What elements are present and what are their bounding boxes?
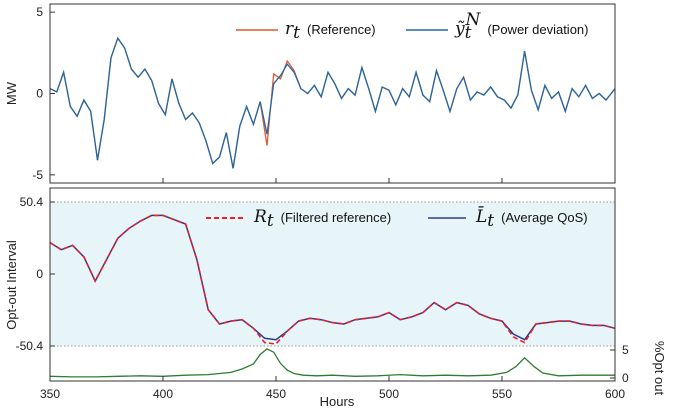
opt-out-line — [49, 348, 615, 378]
bottom-plot-frame — [49, 187, 616, 382]
top-ylabel: MW — [4, 81, 19, 105]
xlabel: Hours — [320, 394, 355, 409]
bottom-ylabel: Opt-out Interval — [4, 240, 19, 330]
filtered-reference-line — [49, 214, 616, 345]
power-deviation-legend-label: ỹtN (Power deviation) — [454, 10, 588, 43]
right-ylabel: %Opt out — [652, 341, 667, 396]
top-ytick-label: 5 — [36, 5, 43, 19]
right-ytick-label: 5 — [622, 343, 629, 357]
xtick-label: 550 — [492, 387, 512, 401]
xtick-label: 600 — [605, 387, 625, 401]
bottom-ytick-label: 50.4 — [20, 195, 44, 209]
reference-legend-label: rt (Reference) — [285, 19, 376, 43]
bottom-ytick-label: -50.4 — [16, 339, 44, 353]
filtered-reference-legend-label: Rt (Filtered reference) — [253, 207, 391, 231]
right-ytick-label: 0 — [622, 371, 629, 385]
xtick-label: 500 — [379, 387, 399, 401]
xtick-label: 400 — [153, 387, 173, 401]
power-deviation-line — [49, 36, 616, 169]
xtick-label: 450 — [266, 387, 286, 401]
top-ytick-label: -5 — [32, 168, 43, 182]
xtick-label: 350 — [40, 387, 60, 401]
bottom-panel: 50.4 0 -50.4 5 0 350 400 450 500 550 600 Hours Opt-o… — [4, 187, 667, 409]
top-panel: 5 0 -5 MW rt (Reference) ỹtN (Power deviation) — [4, 3, 616, 184]
top-plot-area — [50, 4, 615, 183]
top-ytick-label: 0 — [36, 87, 43, 101]
bottom-ytick-label: 0 — [36, 267, 43, 281]
average-qos-legend-label: L̄t (Average QoS) — [475, 205, 588, 231]
